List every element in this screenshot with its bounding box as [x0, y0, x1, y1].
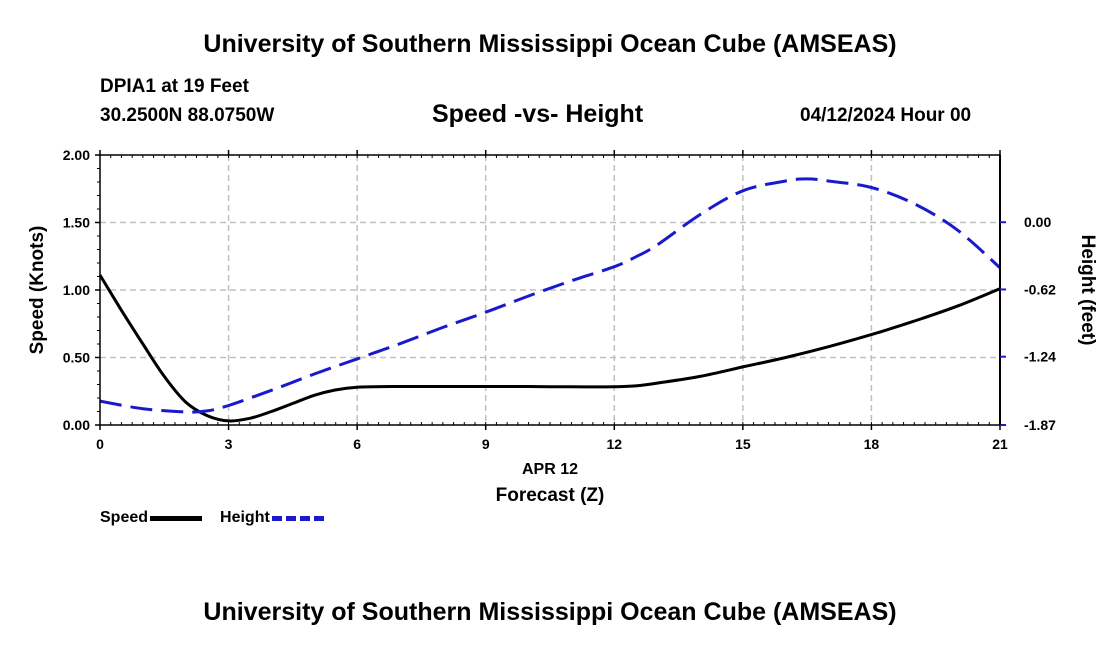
x-tick-label: 9 — [482, 436, 490, 452]
y-left-tick-label: 1.50 — [63, 215, 90, 231]
x-tick-label: 0 — [96, 436, 104, 452]
y-right-tick-label: -1.24 — [1024, 349, 1056, 365]
x-axis-label: Forecast (Z) — [496, 485, 605, 506]
legend-item-height: Height — [220, 509, 324, 527]
y-right-tick-label: -1.87 — [1024, 417, 1056, 433]
station-label: DPIA1 at 19 Feet — [100, 76, 249, 97]
chart-main-title: University of Southern Mississippi Ocean… — [203, 30, 897, 58]
y-right-tick-label: 0.00 — [1024, 214, 1051, 230]
legend-item-speed: Speed — [100, 509, 203, 527]
x-tick-label: 21 — [992, 436, 1008, 452]
series-layer — [98, 177, 1002, 423]
y-left-tick-label: 0.00 — [63, 417, 90, 433]
ticks-layer: 0 3 6 9 12 15 18 21 0.00 0.50 1.00 1.50 2.00 -1.87 -1.… — [63, 147, 1056, 452]
chart-legend: Speed Height — [100, 509, 342, 527]
y-left-tick-label: 1.00 — [63, 282, 90, 298]
y-axis-right-label: Height (feet) — [1077, 235, 1098, 346]
x-tick-label: 15 — [735, 436, 751, 452]
forecast-datetime: 04/12/2024 Hour 00 — [800, 105, 972, 126]
date-label: APR 12 — [522, 461, 578, 478]
legend-label-height: Height — [220, 509, 270, 526]
legend-label-speed: Speed — [100, 509, 149, 526]
chart-footer-title: University of Southern Mississippi Ocean… — [203, 598, 897, 626]
x-tick-label: 12 — [606, 436, 622, 452]
y-left-tick-label: 0.50 — [63, 350, 90, 366]
series-line-speed — [98, 274, 1001, 423]
y-right-tick-label: -0.62 — [1024, 281, 1056, 297]
y-axis-left-label: Speed (Knots) — [27, 226, 48, 355]
chart-subtitle: Speed -vs- Height — [432, 100, 644, 128]
legend-swatch-speed — [150, 515, 203, 521]
x-tick-label: 6 — [353, 436, 361, 452]
coordinates-label: 30.2500N 88.0750W — [100, 105, 275, 126]
grid-layer — [100, 155, 1000, 425]
series-line-height — [99, 177, 1002, 414]
x-tick-label: 18 — [864, 436, 880, 452]
legend-swatch-height — [271, 515, 324, 521]
x-tick-label: 3 — [225, 436, 233, 452]
y-left-tick-label: 2.00 — [63, 147, 90, 163]
